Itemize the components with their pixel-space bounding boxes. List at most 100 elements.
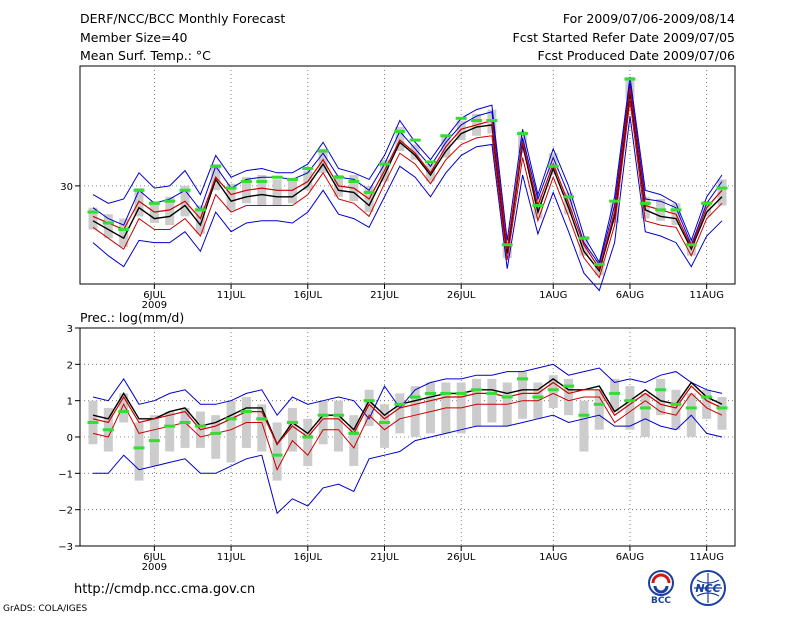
spread-box: [303, 170, 313, 191]
variable-label: Mean Surf. Temp.: °C: [80, 48, 211, 63]
observed-marker: [102, 428, 114, 432]
observed-marker: [517, 377, 529, 381]
observed-marker: [670, 208, 682, 212]
observed-marker: [179, 188, 191, 192]
x-tick-label: 26JUL: [447, 290, 476, 301]
observed-marker: [501, 243, 513, 247]
spread-box: [180, 407, 190, 448]
observed-marker: [271, 453, 283, 457]
observed-marker: [210, 164, 222, 168]
bcc-logo-text: BCC: [651, 596, 671, 605]
spread-box: [287, 407, 297, 452]
observed-marker: [378, 162, 390, 166]
spread-box: [364, 389, 374, 427]
spread-box: [226, 400, 236, 463]
observed-marker: [716, 406, 728, 410]
observed-marker: [317, 413, 329, 417]
observed-marker: [655, 208, 667, 212]
observed-marker: [394, 402, 406, 406]
series-line-min: [92, 116, 723, 292]
spread-box: [456, 120, 466, 141]
observed-marker: [486, 119, 498, 122]
spread-box: [257, 404, 267, 452]
chart-title: DERF/NCC/BCC Monthly Forecast: [80, 11, 286, 26]
observed-marker: [363, 399, 375, 403]
observed-marker: [670, 402, 682, 406]
spread-box: [472, 378, 482, 427]
observed-marker: [455, 116, 467, 120]
x-tick-label: 11AUG: [689, 290, 724, 301]
spread-box: [564, 378, 574, 416]
series-line-max: [92, 76, 723, 264]
y-tick-label: 1: [67, 397, 73, 408]
observed-marker: [440, 134, 452, 138]
ncc-logo: NCC: [690, 570, 726, 606]
y-tick-label: 2: [67, 360, 73, 371]
observed-marker: [164, 199, 176, 203]
observed-marker: [486, 391, 498, 395]
y-tick-label: −2: [58, 506, 73, 517]
observed-marker: [194, 424, 206, 428]
x-tick-label: 21JUL: [370, 290, 399, 301]
observed-marker: [118, 228, 130, 231]
spread-box: [318, 400, 328, 445]
observed-marker: [593, 262, 605, 266]
observed-marker: [517, 132, 529, 136]
spread-box: [518, 371, 528, 419]
spread-box: [119, 393, 129, 423]
observed-marker: [133, 446, 145, 450]
bcc-logo: BCC: [648, 570, 674, 605]
spread-box: [134, 422, 144, 481]
observed-marker: [624, 77, 636, 81]
observed-marker: [501, 395, 513, 399]
observed-marker: [701, 395, 713, 399]
x-tick-label: 11JUL: [217, 290, 246, 301]
observed-marker: [716, 186, 728, 190]
grads-credit: GrADS: COLA/IGES: [3, 604, 88, 614]
observed-marker: [240, 180, 252, 184]
observed-marker: [240, 410, 252, 414]
observed-marker: [194, 208, 206, 212]
observed-marker: [701, 201, 713, 205]
x-tick-label: 6AUG: [616, 290, 644, 301]
spread-box: [487, 378, 497, 423]
observed-marker: [302, 435, 314, 439]
spread-box: [226, 183, 236, 210]
spread-box: [717, 179, 727, 206]
observed-marker: [286, 177, 298, 181]
x-tick-label: 1AUG: [539, 552, 567, 563]
spread-box: [287, 179, 297, 204]
series-line-upper: [92, 363, 723, 420]
source-url[interactable]: http://cmdp.ncc.cma.gov.cn: [74, 582, 256, 597]
y-tick-label: −3: [58, 542, 73, 553]
observed-marker: [532, 204, 544, 208]
x-tick-label: 11AUG: [689, 552, 724, 563]
observed-marker: [164, 424, 176, 428]
y-tick-label: −1: [58, 469, 73, 480]
spread-box: [303, 418, 313, 467]
spread-box: [395, 393, 405, 434]
observed-marker: [256, 180, 268, 184]
x-year-label: 2009: [142, 300, 167, 311]
observed-marker: [563, 384, 575, 388]
spread-box: [333, 400, 343, 452]
series-line-lower: [92, 392, 723, 471]
ncc-logo-text: NCC: [695, 582, 720, 595]
series-line-min: [93, 414, 723, 515]
x-tick-label: 16JUL: [293, 290, 322, 301]
spread-box: [717, 397, 727, 430]
observed-marker: [685, 406, 697, 410]
observed-marker: [471, 119, 483, 122]
precip-title: Prec.: log(mm/d): [80, 310, 184, 325]
observed-marker: [409, 395, 421, 399]
spread-box: [379, 404, 389, 448]
spread-box: [257, 175, 267, 206]
x-tick-label: 11JUL: [217, 552, 246, 563]
spread-box: [119, 218, 129, 247]
spread-box: [272, 179, 282, 206]
y-tick-label: 30: [60, 182, 73, 193]
observed-marker: [578, 413, 590, 417]
observed-marker: [363, 190, 375, 194]
x-tick-label: 6JUL: [143, 552, 166, 563]
